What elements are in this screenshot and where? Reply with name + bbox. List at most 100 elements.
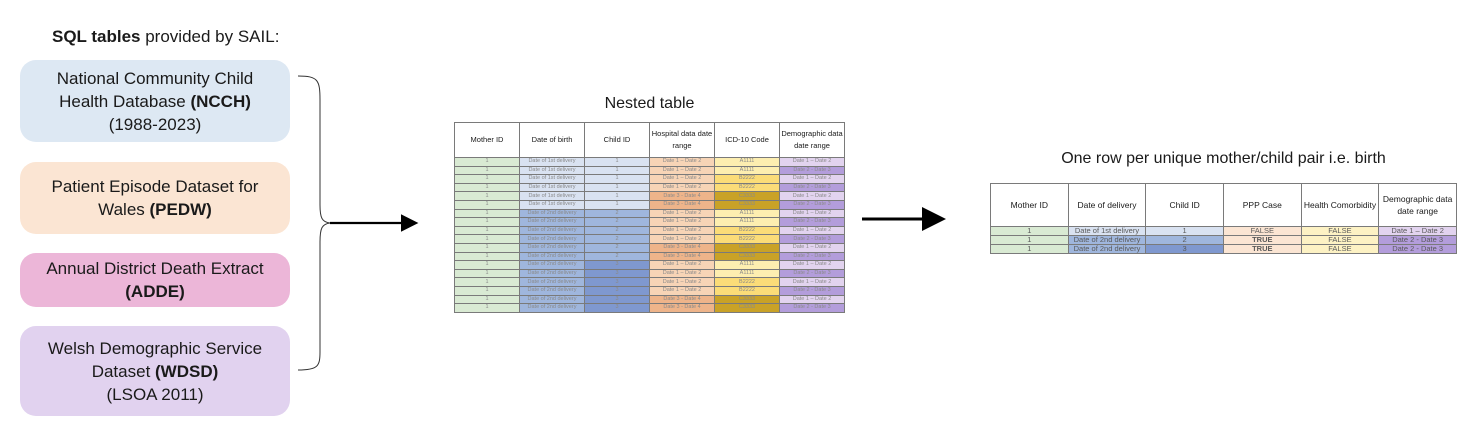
table-cell: Date 1 – Date 2 bbox=[649, 277, 715, 287]
table-cell: 1 bbox=[990, 226, 1069, 236]
table-cell: Date of 1st delivery bbox=[519, 165, 585, 176]
table-cell: Date of 2nd delivery bbox=[1067, 244, 1147, 254]
table-cell: Date of 2nd delivery bbox=[519, 217, 585, 227]
table-cell: Date of 1st delivery bbox=[519, 174, 585, 184]
source-box-pedw: Patient Episode Dataset for Wales (PEDW) bbox=[20, 162, 290, 234]
column-header: Date of delivery bbox=[1067, 183, 1147, 227]
table-cell: Date 1 – Date 2 bbox=[649, 217, 715, 227]
table-cell: B2222 bbox=[714, 234, 780, 244]
source-line: Patient Episode Dataset for bbox=[51, 177, 259, 196]
table-cell: 1 bbox=[990, 235, 1069, 245]
table-row: 1 Date of 2nd delivery 2 Date 1 – Date 2 A11… bbox=[454, 217, 845, 227]
table-row: 1 Date of 2nd delivery 3 Date 3 - Date 4 C33… bbox=[454, 294, 845, 305]
final-table: Mother ID Date of delivery Child ID PPP Cas… bbox=[990, 183, 1457, 254]
table-cell: 1 bbox=[454, 191, 520, 201]
table-cell: Date of 2nd delivery bbox=[519, 260, 585, 270]
table-cell: 2 bbox=[584, 208, 650, 219]
table-cell: Date 2 - Date 3 bbox=[779, 182, 845, 193]
brace-icon bbox=[297, 75, 331, 371]
table-cell: 3 bbox=[584, 285, 650, 296]
table-row: 1 Date of 1st delivery 1 Date 1 – Date 2 B22… bbox=[454, 182, 845, 193]
table-cell: Date 1 – Date 2 bbox=[649, 285, 715, 296]
source-box-ncch: National Community Child Health Database… bbox=[20, 60, 290, 142]
table-row: 1 Date of 1st delivery 1 Date 1 – Date 2 B22… bbox=[454, 174, 845, 184]
column-header: Demographic data date range bbox=[779, 122, 845, 158]
table-cell: B2222 bbox=[714, 174, 780, 184]
table-cell: 3 bbox=[584, 277, 650, 287]
table-cell: 1 bbox=[454, 199, 520, 210]
table-cell: 2 bbox=[584, 225, 650, 236]
table-cell: Date 2 - Date 3 bbox=[779, 165, 845, 176]
table-cell: Date 1 – Date 2 bbox=[649, 182, 715, 193]
table-cell: Date 1 – Date 2 bbox=[779, 242, 845, 253]
table-cell: B2222 bbox=[714, 182, 780, 193]
table-cell: Date of 2nd delivery bbox=[1067, 235, 1147, 245]
table-cell: 2 bbox=[584, 234, 650, 244]
table-cell: 1 bbox=[584, 191, 650, 201]
table-cell: 1 bbox=[454, 285, 520, 296]
table-cell: 1 bbox=[454, 294, 520, 305]
table-row: 1 Date of 2nd delivery 2 TRUE FALSE Date 2 - … bbox=[990, 235, 1457, 245]
table-cell: Date 2 - Date 3 bbox=[1378, 235, 1457, 245]
table-cell: Date 2 - Date 3 bbox=[779, 251, 845, 262]
table-cell: 1 bbox=[990, 244, 1069, 254]
table-cell: Date 3 - Date 4 bbox=[649, 242, 715, 253]
table-cell: Date 2 - Date 3 bbox=[779, 268, 845, 279]
table-cell: Date 2 - Date 3 bbox=[779, 199, 845, 210]
table-cell: 1 bbox=[584, 174, 650, 184]
table-cell: Date 1 – Date 2 bbox=[649, 157, 715, 167]
table-cell: FALSE bbox=[1300, 235, 1380, 245]
source-abbrev: (PEDW) bbox=[149, 200, 212, 219]
column-header: Mother ID bbox=[990, 183, 1069, 227]
final-table-title: One row per unique mother/child pair i.e… bbox=[1061, 150, 1386, 167]
table-cell: C3333 bbox=[714, 251, 780, 262]
table-cell: 1 bbox=[454, 277, 520, 287]
table-cell: Date of 2nd delivery bbox=[519, 225, 585, 236]
table-cell: Date 1 – Date 2 bbox=[779, 294, 845, 305]
table-cell: Date of 2nd delivery bbox=[519, 277, 585, 287]
table-cell: 1 bbox=[454, 260, 520, 270]
table-cell: 2 bbox=[584, 251, 650, 262]
table-cell: 1 bbox=[584, 199, 650, 210]
table-cell: Date 1 – Date 2 bbox=[779, 157, 845, 167]
nested-table: Mother ID Date of birth Child ID Hospital d… bbox=[454, 122, 845, 313]
table-cell: 2 bbox=[584, 242, 650, 253]
table-cell: Date 1 – Date 2 bbox=[779, 277, 845, 287]
table-cell: 1 bbox=[454, 242, 520, 253]
table-cell: 3 bbox=[584, 303, 650, 313]
table-cell: A1111 bbox=[714, 157, 780, 167]
table-cell: A1111 bbox=[714, 208, 780, 219]
table-cell: Date 1 – Date 2 bbox=[779, 225, 845, 236]
sources-heading: SQL tables provided by SAIL: bbox=[52, 27, 280, 46]
source-line: Annual District Death Extract bbox=[46, 259, 264, 278]
table-cell: C3333 bbox=[714, 294, 780, 305]
table-cell: Date 1 – Date 2 bbox=[779, 260, 845, 270]
table-cell: Date 1 – Date 2 bbox=[649, 225, 715, 236]
table-cell: 1 bbox=[454, 225, 520, 236]
table-cell: FALSE bbox=[1300, 226, 1380, 236]
table-row: 1 Date of 2nd delivery 2 Date 1 – Date 2 B22… bbox=[454, 225, 845, 236]
table-cell: Date of 2nd delivery bbox=[519, 242, 585, 253]
table-cell: Date 3 - Date 4 bbox=[649, 294, 715, 305]
source-abbrev: (NCCH) bbox=[190, 91, 251, 111]
table-cell: Date of 2nd delivery bbox=[519, 208, 585, 219]
table-cell: Date 1 – Date 2 bbox=[779, 208, 845, 219]
table-cell: Date of 2nd delivery bbox=[519, 251, 585, 262]
table-cell: 3 bbox=[584, 268, 650, 279]
table-cell: Date 1 – Date 2 bbox=[649, 208, 715, 219]
table-cell: Date 1 – Date 2 bbox=[649, 234, 715, 244]
source-box-adde: Annual District Death Extract (ADDE) bbox=[20, 253, 290, 307]
table-cell: Date of 2nd delivery bbox=[519, 303, 585, 313]
source-years: (1988-2023) bbox=[108, 114, 202, 134]
column-header: ICD-10 Code bbox=[714, 122, 780, 158]
column-header: Health Comorbidity bbox=[1300, 183, 1380, 227]
table-row: 1 Date of 2nd delivery 3 Date 1 – Date 2 A11… bbox=[454, 260, 845, 270]
table-cell: 1 bbox=[454, 174, 520, 184]
table-cell: Date of 1st delivery bbox=[519, 191, 585, 201]
table-cell: 3 bbox=[1145, 244, 1224, 254]
column-header: Mother ID bbox=[454, 122, 520, 158]
table-row: 1 Date of 1st delivery 1 Date 1 – Date 2 A11… bbox=[454, 165, 845, 176]
table-row: 1 Date of 1st delivery 1 Date 3 - Date 4 C33… bbox=[454, 199, 845, 210]
table-cell: Date 1 – Date 2 bbox=[649, 165, 715, 176]
